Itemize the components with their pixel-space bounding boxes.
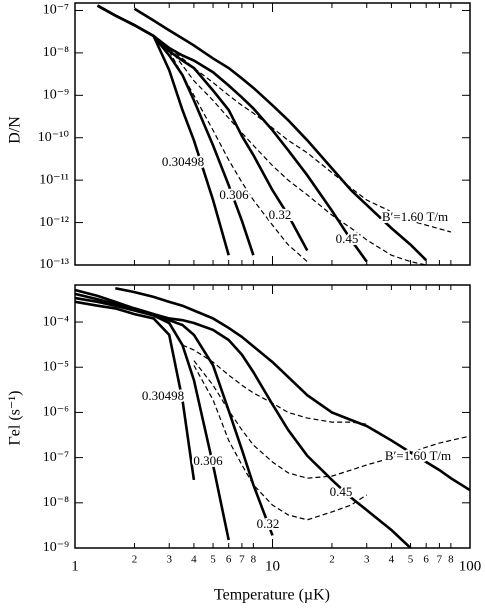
curve-label: B′=1.60 T/m: [385, 448, 451, 463]
x-tick-label: 3: [166, 554, 172, 566]
y-tick-label: 10⁻⁹: [43, 88, 69, 103]
x-tick-label: 8: [448, 554, 454, 566]
x-tick-label: 6: [423, 554, 429, 566]
y-tick-label: 10⁻⁸: [43, 495, 69, 510]
solid-curve: [75, 288, 412, 548]
solid-curve: [75, 300, 196, 481]
y-tick-label: 10⁻⁶: [43, 405, 69, 420]
curve-label: 0.32: [257, 516, 280, 531]
y-tick-label: 10⁻⁵: [43, 359, 69, 374]
y-tick-label: 10⁻⁴: [43, 314, 69, 329]
curve-label: B′=1.60 T/m: [382, 209, 448, 224]
y-axis-label: Γel (s⁻¹): [7, 391, 24, 446]
curve-label: 0.30498: [142, 388, 184, 403]
y-tick-label: 10⁻⁷: [43, 450, 69, 465]
x-tick-label: 7: [239, 554, 245, 566]
x-tick-label: 10: [265, 558, 280, 574]
x-tick-label: 4: [389, 554, 395, 566]
x-axis-label: Temperature (µK): [214, 587, 330, 604]
dashed-curve: [168, 47, 452, 233]
dashed-curve: [193, 360, 470, 479]
x-tick-label: 2: [132, 554, 138, 566]
solid-curve: [115, 286, 470, 492]
curve-label: 0.45: [336, 231, 359, 246]
curve-label: 0.306: [193, 453, 223, 468]
y-axis-label: D/N: [7, 116, 24, 144]
y-tick-label: 10⁻¹⁰: [38, 130, 70, 145]
curve-label: 0.30498: [162, 154, 204, 169]
solid-curve: [75, 292, 274, 536]
solid-curve: [75, 296, 230, 541]
y-tick-label: 10⁻⁹: [43, 540, 69, 555]
curve-label: 0.306: [219, 187, 249, 202]
y-tick-label: 10⁻⁷: [43, 3, 69, 18]
y-tick-label: 10⁻¹²: [39, 215, 69, 230]
plot-frame: [74, 284, 471, 549]
solid-curve: [133, 7, 428, 262]
dashed-curve: [168, 47, 427, 265]
x-tick-label: 2: [329, 554, 335, 566]
solid-curve: [96, 4, 255, 256]
dashed-curve: [193, 365, 368, 521]
curve-label: 0.45: [330, 484, 353, 499]
y-tick-label: 10⁻⁸: [43, 45, 69, 60]
x-tick-label: 100: [459, 558, 482, 574]
solid-curve: [96, 4, 368, 263]
x-tick-label: 6: [226, 554, 232, 566]
x-tick-label: 8: [251, 554, 257, 566]
dashed-curve: [182, 344, 367, 425]
x-tick-label: 4: [191, 554, 197, 566]
dashed-curve: [168, 50, 308, 263]
y-tick-label: 10⁻¹¹: [39, 172, 69, 187]
x-tick-label: 1: [71, 558, 79, 574]
y-tick-label: 10⁻¹³: [39, 257, 69, 272]
x-tick-label: 3: [364, 554, 370, 566]
curve-label: 0.32: [269, 207, 292, 222]
x-tick-label: 5: [408, 554, 414, 566]
x-tick-label: 5: [210, 554, 216, 566]
x-tick-label: 7: [437, 554, 443, 566]
